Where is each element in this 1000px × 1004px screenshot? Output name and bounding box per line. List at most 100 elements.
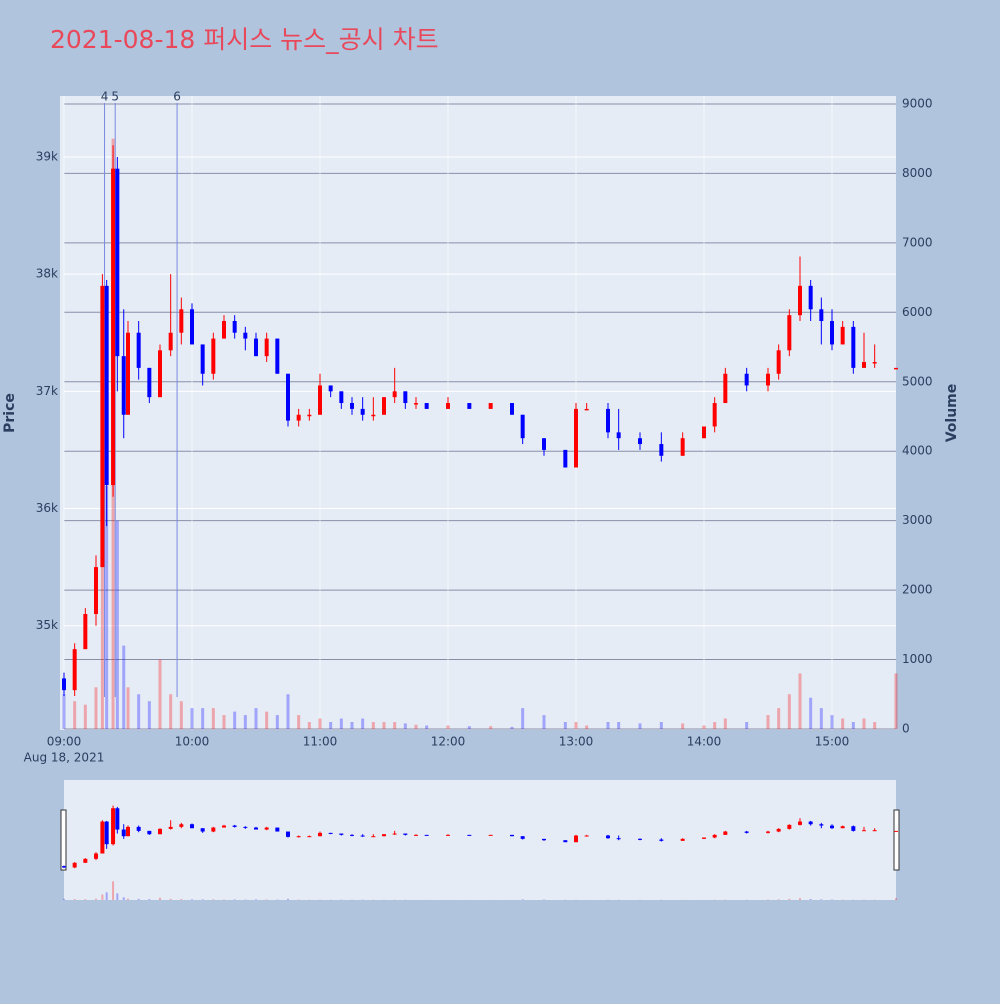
candle-body — [126, 333, 130, 415]
chart-title: 2021-08-18 퍼시스 뉴스_공시 차트 — [50, 25, 439, 54]
mini-volume-bar — [159, 898, 161, 900]
mini-volume-bar — [84, 899, 86, 900]
mini-candle-body — [105, 822, 109, 845]
mini-candle-body — [307, 836, 311, 837]
volume-bar — [681, 723, 684, 729]
candle-body — [403, 391, 407, 403]
candle-body — [382, 397, 386, 415]
volume-bar — [852, 722, 855, 729]
candle-body — [563, 450, 567, 468]
candle-body — [542, 438, 546, 450]
mini-volume-bar — [123, 897, 125, 900]
candle-body — [467, 403, 471, 409]
candle-body — [798, 286, 802, 315]
candle-body — [265, 339, 269, 357]
mini-volume-bar — [810, 899, 812, 900]
x-tick-label: 12:00 — [431, 735, 466, 749]
candle-body — [137, 333, 141, 368]
volume-bar — [287, 694, 290, 729]
mini-volume-bar — [116, 893, 118, 900]
mini-candle-body — [382, 834, 386, 836]
mini-candle-body — [521, 836, 525, 839]
mini-candle-body — [233, 826, 237, 827]
mini-volume-bar — [180, 899, 182, 900]
mini-volume-bar — [170, 899, 172, 900]
mini-candle-body — [894, 831, 898, 832]
mini-candle-body — [766, 832, 770, 833]
volume-bar — [351, 722, 354, 729]
volume-bar — [255, 708, 258, 729]
x-tick-label: 14:00 — [687, 735, 722, 749]
volume-bar — [212, 708, 215, 729]
mini-volume-bar — [778, 899, 780, 900]
volume-bar — [617, 722, 620, 729]
volume-bar — [511, 727, 514, 729]
mini-volume-bar — [63, 899, 65, 900]
candle-body — [115, 169, 119, 357]
mini-candle-body — [147, 831, 151, 834]
volume-bar — [521, 708, 524, 729]
candle-body — [414, 403, 418, 405]
slider-handle[interactable] — [61, 810, 66, 870]
mini-volume-bar — [127, 899, 129, 900]
x-tick-label: 10:00 — [175, 735, 210, 749]
mini-volume-bar — [287, 899, 289, 900]
volume-bar — [895, 673, 898, 729]
mini-candle-body — [446, 835, 450, 836]
volume-bar — [809, 698, 812, 729]
volume-bar — [372, 722, 375, 729]
mini-volume-bar — [234, 899, 236, 900]
mini-volume-bar — [820, 899, 822, 900]
volume-bar — [319, 719, 322, 729]
volume-bar — [73, 701, 76, 729]
candle-body — [659, 444, 663, 456]
volume-bar — [116, 521, 119, 729]
candle-body — [766, 374, 770, 386]
candle-body — [147, 368, 151, 397]
candle-body — [211, 339, 215, 374]
y2-tick-label: 4000 — [902, 444, 933, 458]
candle-body — [122, 356, 126, 415]
mini-candle-body — [62, 866, 66, 867]
candle-body — [777, 350, 781, 373]
mini-candle-body — [243, 827, 247, 828]
y2-tick-label: 7000 — [902, 235, 933, 249]
candle-body — [233, 321, 237, 333]
mini-volume-bar — [95, 899, 97, 900]
candle-body — [894, 368, 898, 370]
mini-candle-body — [100, 822, 104, 854]
volume-bar — [745, 722, 748, 729]
volume-bar — [415, 725, 418, 729]
mini-candle-body — [574, 836, 578, 843]
candle-body — [111, 169, 115, 485]
mini-volume-bar — [191, 899, 193, 900]
mini-candle-body — [115, 808, 119, 829]
mini-candle-body — [361, 836, 365, 837]
mini-candle-body — [371, 836, 375, 837]
candle-body — [862, 362, 866, 368]
candle-body — [702, 426, 706, 438]
candle-body — [339, 391, 343, 403]
candle-body — [873, 362, 877, 364]
candle-body — [371, 415, 375, 417]
mini-volume-bar — [106, 892, 108, 900]
volume-bar — [84, 705, 87, 729]
annotation-label: 6 — [173, 90, 181, 104]
volume-bar — [425, 725, 428, 728]
y-tick-label: 37k — [36, 384, 58, 398]
candle-body — [585, 409, 589, 411]
volume-bar — [201, 708, 204, 729]
candle-body — [830, 321, 834, 344]
mini-candle-body — [111, 808, 115, 844]
candle-body — [617, 432, 621, 438]
volume-bar — [447, 725, 450, 728]
mini-candle-body — [659, 840, 663, 841]
mini-candle-body — [254, 828, 258, 830]
y-tick-label: 38k — [36, 267, 58, 281]
mini-candle-body — [179, 824, 183, 827]
volume-bar — [159, 660, 162, 729]
volume-bar — [63, 694, 66, 729]
range-slider[interactable] — [64, 780, 896, 900]
slider-handle[interactable] — [894, 810, 899, 870]
